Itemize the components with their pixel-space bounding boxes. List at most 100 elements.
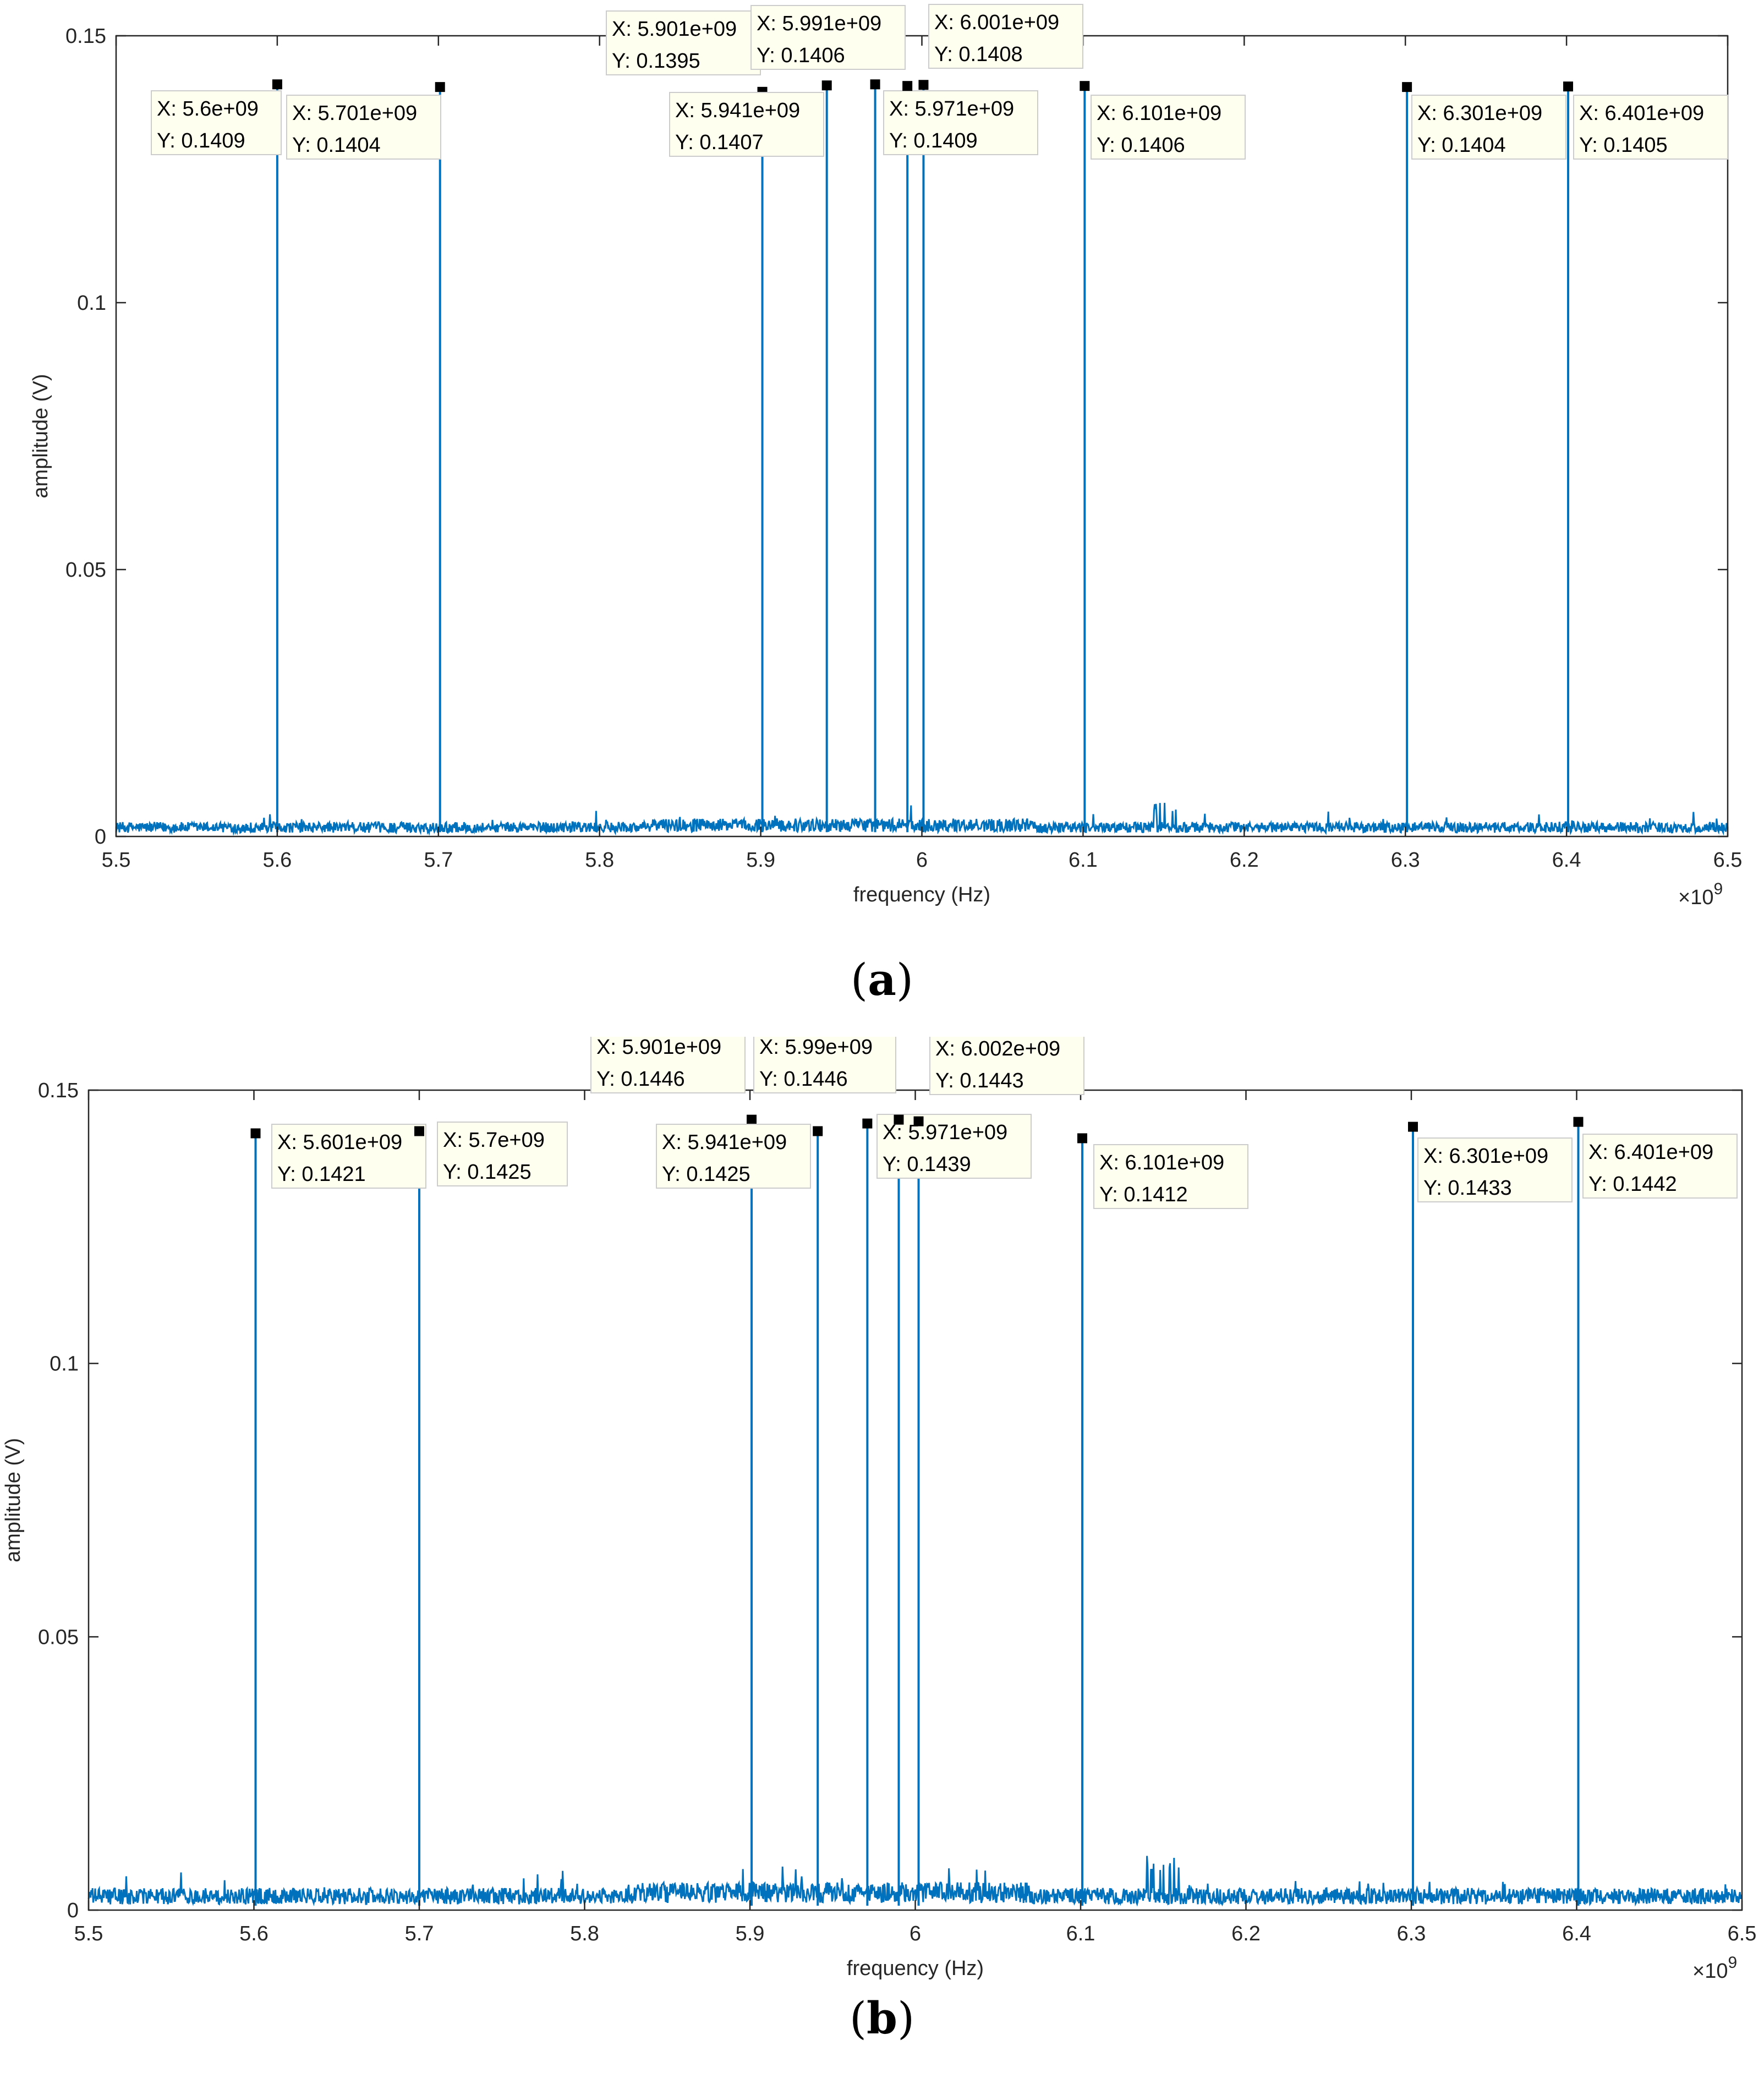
y-tick-label: 0.05 [65,559,106,582]
datatip-box[interactable]: X: 6.401e+09 Y: 0.1405 [1573,95,1728,160]
datatip-y-value: Y: 0.1412 [1099,1183,1188,1206]
datatip-marker[interactable] [272,79,282,90]
datatip-marker[interactable] [1402,82,1412,92]
datatip-marker[interactable] [1080,81,1090,91]
datatip-x-value: X: 5.601e+09 [277,1131,402,1154]
datatip-box[interactable]: X: 5.941e+09 Y: 0.1407 [669,92,824,157]
y-axis-label: amplitude (V) [2,1438,25,1562]
datatip-marker[interactable] [862,1118,873,1129]
datatip-y-value: Y: 0.1421 [277,1163,366,1186]
x-tick-label: 6.1 [1066,1922,1095,1945]
datatip-box[interactable]: X: 5.971e+09 Y: 0.1439 [876,1114,1032,1179]
datatip-x-value: X: 5.6e+09 [157,97,259,121]
datatip-y-value: Y: 0.1406 [1097,134,1185,157]
datatip-y-value: Y: 0.1443 [935,1069,1024,1092]
x-tick-label: 5.6 [239,1922,269,1945]
datatip-x-value: X: 5.701e+09 [292,102,417,125]
datatip-y-value: Y: 0.1425 [662,1163,750,1186]
datatip-box[interactable]: X: 5.941e+09 Y: 0.1425 [656,1124,811,1189]
datatip-marker[interactable] [1563,81,1574,92]
datatip-box[interactable]: X: 5.901e+09 Y: 0.1446 [590,1037,746,1093]
datatip-box[interactable]: X: 5.601e+09 Y: 0.1421 [271,1124,426,1189]
datatip-marker[interactable] [1408,1122,1418,1132]
datatip-y-value: Y: 0.1408 [934,43,1023,66]
datatip-marker[interactable] [918,80,929,90]
y-tick-label: 0.1 [77,292,106,315]
y-tick-label: 0.15 [65,25,106,48]
x-tick-label: 5.6 [262,849,292,872]
datatip-x-value: X: 5.7e+09 [443,1129,545,1152]
x-tick-label: 6.1 [1069,849,1098,872]
datatip-box[interactable]: X: 5.7e+09 Y: 0.1425 [437,1122,568,1186]
datatip-background [1093,1144,1248,1209]
datatip-marker[interactable] [813,1126,823,1136]
datatip-background [750,5,906,70]
datatip-box[interactable]: X: 6.301e+09 Y: 0.1433 [1417,1137,1573,1202]
x-tick-label: 6.3 [1391,849,1420,872]
noise-floor-line [87,1856,1743,1907]
datatip-x-value: X: 5.971e+09 [883,1121,1007,1144]
datatip-y-value: Y: 0.1405 [1579,134,1668,157]
x-tick-label: 6.5 [1713,849,1743,872]
datatip-marker[interactable] [1077,1133,1088,1144]
y-tick-label: 0.1 [50,1353,79,1376]
spectrum-plot-a: 5.5 5.6 5.7 5.8 5.9 6 6.1 6.2 6.3 6.4 6.5 0 0.05 0.1 0… [29,4,1743,909]
y-tick-label: 0 [95,825,106,849]
datatip-marker[interactable] [747,1114,757,1125]
datatip-background [656,1124,811,1189]
y-axis-label: amplitude (V) [29,374,52,499]
datatip-marker[interactable] [1573,1117,1584,1127]
datatip-marker[interactable] [902,81,913,91]
datatip-marker[interactable] [414,1126,424,1136]
datatip-background [1417,1137,1573,1202]
datatip-marker[interactable] [250,1128,261,1139]
datatip-background [928,4,1083,69]
datatip-marker[interactable] [435,82,445,92]
datatip-background [286,95,441,160]
datatip-x-value: X: 6.001e+09 [934,11,1059,34]
datatip-box[interactable]: X: 5.991e+09 Y: 0.1406 [750,5,906,70]
x-exponent-label: ×109 [1692,1954,1737,1983]
datatip-marker[interactable] [870,79,880,90]
x-tick-label: 6.2 [1230,849,1259,872]
datatip-box[interactable]: X: 5.6e+09 Y: 0.1409 [151,90,282,155]
datatip-marker[interactable] [821,80,832,91]
datatip-box[interactable]: X: 6.101e+09 Y: 0.1406 [1091,95,1246,160]
x-tick-label: 6.4 [1552,849,1581,872]
datatip-box[interactable]: X: 5.99e+09 Y: 0.1446 [753,1037,896,1093]
datatip-x-value: X: 5.941e+09 [675,99,800,122]
datatip-x-value: X: 6.101e+09 [1097,102,1221,125]
datatip-y-value: Y: 0.1425 [443,1161,532,1184]
datatip-background [1091,95,1246,160]
x-tick-label: 6.3 [1397,1922,1426,1945]
x-tick-label: 5.8 [585,849,614,872]
x-tick-label: 6.4 [1562,1922,1591,1945]
datatip-box[interactable]: X: 6.101e+09 Y: 0.1412 [1093,1144,1248,1209]
panel-label-b: (b) [849,1992,915,2044]
x-exponent-label: ×109 [1678,880,1723,909]
datatip-box[interactable]: X: 5.901e+09 Y: 0.1395 [606,10,761,75]
x-tick-label: 5.5 [74,1922,103,1945]
datatip-box[interactable]: X: 6.301e+09 Y: 0.1404 [1411,95,1566,160]
x-tick-label: 5.8 [570,1922,599,1945]
datatip-box[interactable]: X: 5.971e+09 Y: 0.1409 [883,90,1038,155]
datatip-y-value: Y: 0.1406 [757,44,845,67]
axes-box [87,1089,1743,1911]
panel-label-a: (a) [850,954,914,1005]
datatip-marker[interactable] [913,1116,924,1126]
datatip-background [151,90,282,155]
datatip-box[interactable]: X: 5.701e+09 Y: 0.1404 [286,95,441,160]
datatip-box[interactable]: X: 6.002e+09 Y: 0.1443 [929,1037,1084,1095]
datatip-marker[interactable] [894,1114,904,1125]
datatip-y-value: Y: 0.1409 [889,129,978,152]
x-axis-label: frequency (Hz) [847,1957,984,1980]
datatip-background [753,1037,896,1093]
datatip-x-value: X: 5.991e+09 [757,12,881,35]
datatip-box[interactable]: X: 6.401e+09 Y: 0.1442 [1582,1134,1738,1199]
datatip-y-value: Y: 0.1442 [1588,1173,1677,1196]
y-tick-label: 0.05 [38,1626,79,1649]
datatip-box[interactable]: X: 6.001e+09 Y: 0.1408 [928,4,1083,69]
datatip-y-value: Y: 0.1404 [292,134,381,157]
datatip-background [669,92,824,157]
datatip-x-value: X: 5.971e+09 [889,97,1014,121]
